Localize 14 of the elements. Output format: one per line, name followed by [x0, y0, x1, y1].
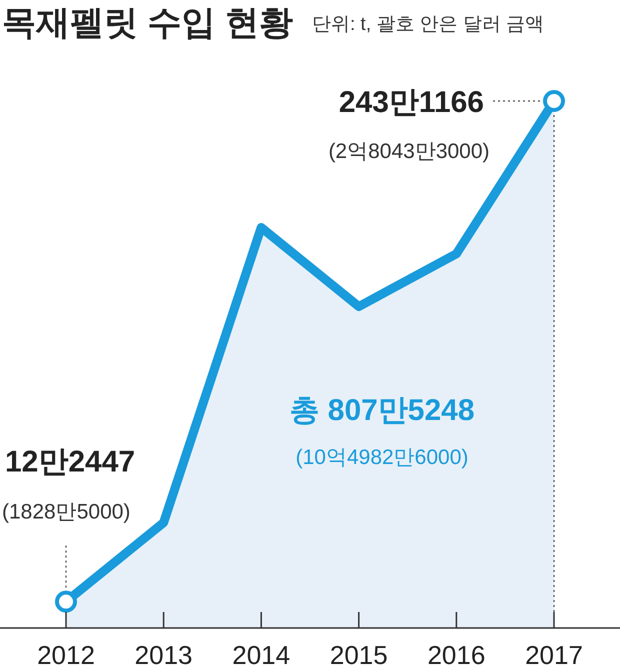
chart-subtitle: 단위: t, 괄호 안은 달러 금액 [312, 14, 544, 35]
x-tick-label: 2014 [232, 640, 290, 670]
x-tick-label: 2016 [427, 640, 486, 670]
annotation: 243만1166 [338, 86, 484, 119]
annotation: 12만2447 [5, 446, 136, 479]
x-tick-label: 2013 [134, 640, 193, 670]
annotation: (10억4982만6000) [296, 446, 468, 469]
chart-title: 목재펠릿 수입 현황 [2, 4, 293, 42]
x-tick-label: 2012 [37, 640, 95, 670]
annotation: (2억8043만3000) [328, 140, 490, 163]
x-tick-label: 2017 [525, 640, 583, 670]
x-tick-label: 2015 [330, 640, 388, 670]
annotation: (1828만5000) [2, 500, 130, 524]
annotation: 총 807만5248 [289, 394, 475, 427]
